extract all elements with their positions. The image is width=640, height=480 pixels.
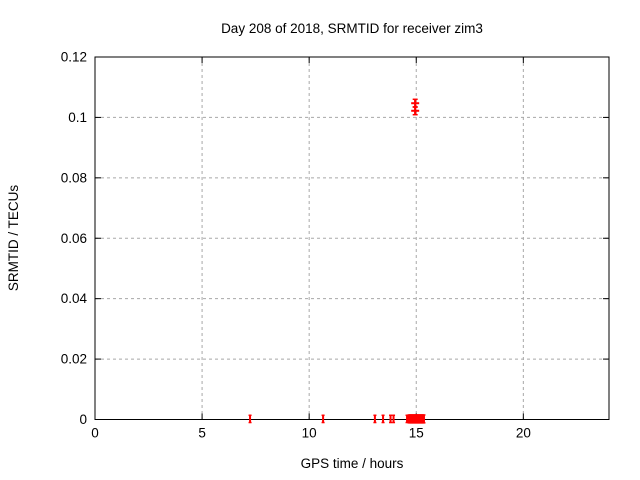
y-tick-label: 0 (79, 412, 87, 427)
grid-lines (95, 57, 609, 420)
y-tick-label: 0.08 (61, 170, 87, 185)
data-point (422, 414, 426, 424)
y-tick-label: 0.04 (61, 291, 88, 306)
y-axis-label: SRMTID / TECUs (6, 185, 21, 292)
data-point (373, 414, 377, 424)
data-point (411, 106, 420, 116)
data-point (321, 414, 325, 424)
data-point (411, 98, 420, 108)
x-tick-label: 0 (91, 426, 99, 441)
axis-tick-labels: 0 5 10 15 20 0 0.02 0.04 0.06 0.08 0.1 0.12 (61, 50, 531, 441)
x-tick-label: 5 (198, 426, 206, 441)
y-tick-label: 0.06 (61, 231, 87, 246)
x-axis-label: GPS time / hours (301, 456, 404, 471)
chart-title: Day 208 of 2018, SRMTID for receiver zim… (221, 21, 483, 36)
axis-ticks (95, 57, 609, 420)
y-tick-label: 0.12 (61, 50, 87, 65)
data-point (392, 414, 396, 424)
data-points (248, 98, 426, 424)
plot-border (94, 56, 610, 420)
data-point (381, 414, 385, 424)
y-tick-label: 0.02 (61, 352, 87, 367)
x-tick-label: 15 (409, 426, 424, 441)
data-point (248, 414, 252, 424)
x-tick-label: 10 (302, 426, 317, 441)
x-tick-label: 20 (516, 426, 531, 441)
data-point (389, 414, 393, 424)
y-tick-label: 0.1 (68, 110, 87, 125)
